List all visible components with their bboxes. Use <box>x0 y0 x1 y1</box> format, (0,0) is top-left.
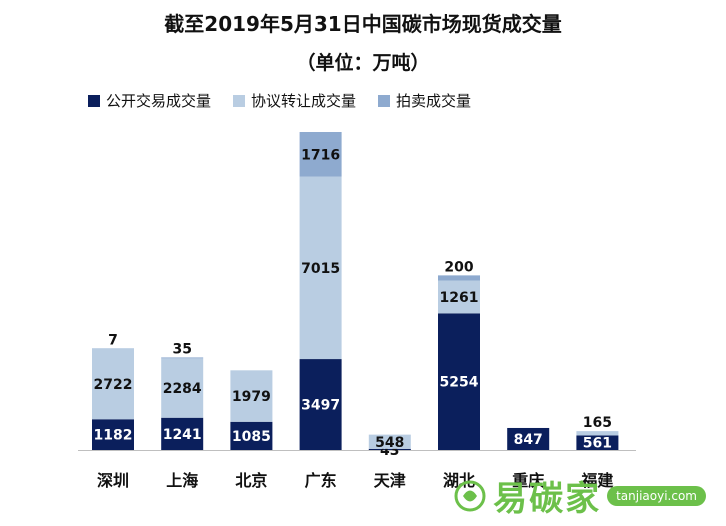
data-label: 1241 <box>163 427 202 443</box>
data-label: 1716 <box>301 147 340 163</box>
bar-segment <box>299 176 342 360</box>
bar-segment <box>299 359 342 450</box>
bar-segment <box>507 427 550 450</box>
data-label: 1261 <box>440 290 479 306</box>
bar-segment <box>161 417 204 450</box>
category-label: 福建 <box>580 471 613 490</box>
category-label: 北京 <box>235 471 267 490</box>
legend: 公开交易成交量 协议转让成交量 拍卖成交量 <box>88 90 471 111</box>
data-label: 548 <box>375 435 404 451</box>
category-label: 湖北 <box>443 471 475 490</box>
legend-item-auction: 拍卖成交量 <box>378 90 471 111</box>
legend-swatch-public <box>88 94 100 107</box>
legend-label-agreement: 协议转让成交量 <box>251 92 357 110</box>
data-label: 561 <box>583 436 612 452</box>
bar-segment <box>92 419 134 450</box>
bar-segment <box>438 275 480 281</box>
legend-swatch-auction <box>378 94 391 107</box>
data-label: 2722 <box>94 377 133 393</box>
data-label: 1182 <box>94 428 133 444</box>
legend-label-public: 公开交易成交量 <box>106 92 212 110</box>
data-label: 1085 <box>232 429 271 445</box>
bar-segment <box>230 421 273 450</box>
data-label: 165 <box>583 415 612 431</box>
category-label: 上海 <box>166 471 198 490</box>
legend-label-auction: 拍卖成交量 <box>396 92 472 110</box>
watermark: 易碳家 tanjiaoyi.com <box>453 471 706 520</box>
bar-segment <box>230 370 273 422</box>
legend-item-agreement: 协议转让成交量 <box>233 90 356 111</box>
bar-segment <box>299 132 342 177</box>
carbon-logo-icon <box>454 480 486 511</box>
data-label: 7 <box>108 332 118 348</box>
bar-segment <box>576 431 619 436</box>
bar-segment <box>161 357 204 359</box>
data-label: 5254 <box>440 375 479 391</box>
legend-item-public: 公开交易成交量 <box>88 90 211 111</box>
bar-segment <box>576 435 619 450</box>
bar-segment <box>368 434 411 449</box>
chart-subtitle: （单位：万吨） <box>296 52 430 74</box>
category-label: 重庆 <box>512 471 544 490</box>
data-label: 3497 <box>301 398 340 414</box>
data-label: 2284 <box>163 381 202 397</box>
data-label: 200 <box>444 259 473 275</box>
category-label: 天津 <box>374 471 406 490</box>
data-label: 1979 <box>232 389 271 405</box>
legend-swatch-agreement <box>233 94 246 107</box>
bar-segment <box>438 313 480 450</box>
bar-segment <box>161 358 204 418</box>
category-label: 广东 <box>305 471 337 490</box>
data-label: 847 <box>514 432 543 448</box>
bar-segment <box>438 280 480 314</box>
watermark-brand: 易碳家 <box>493 479 602 519</box>
bar-segment <box>368 448 411 450</box>
watermark-domain: tanjiaoyi.com <box>607 485 706 506</box>
data-label: 35 <box>172 341 191 357</box>
category-label: 深圳 <box>97 471 129 490</box>
chart-title: 截至2019年5月31日中国碳市场现货成交量 <box>164 12 562 36</box>
data-label: 7015 <box>301 261 340 277</box>
bar-segment <box>92 348 134 420</box>
